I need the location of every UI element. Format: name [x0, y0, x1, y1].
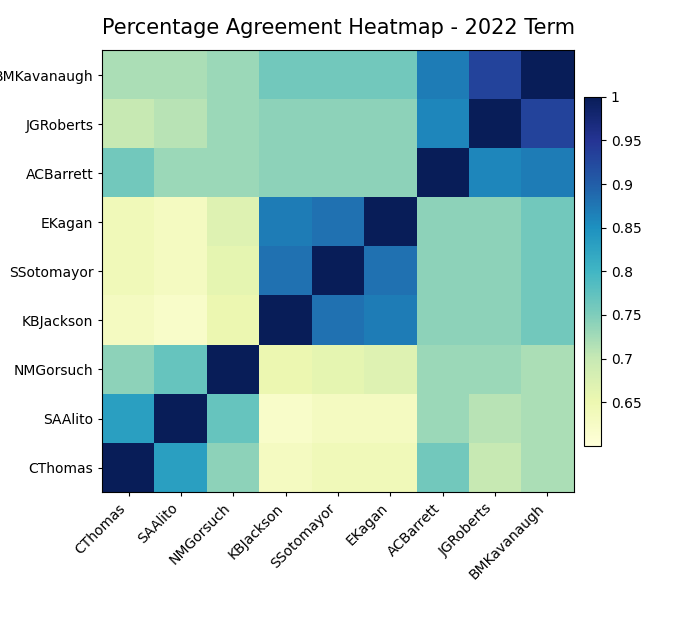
Title: Percentage Agreement Heatmap - 2022 Term: Percentage Agreement Heatmap - 2022 Term — [102, 18, 574, 38]
